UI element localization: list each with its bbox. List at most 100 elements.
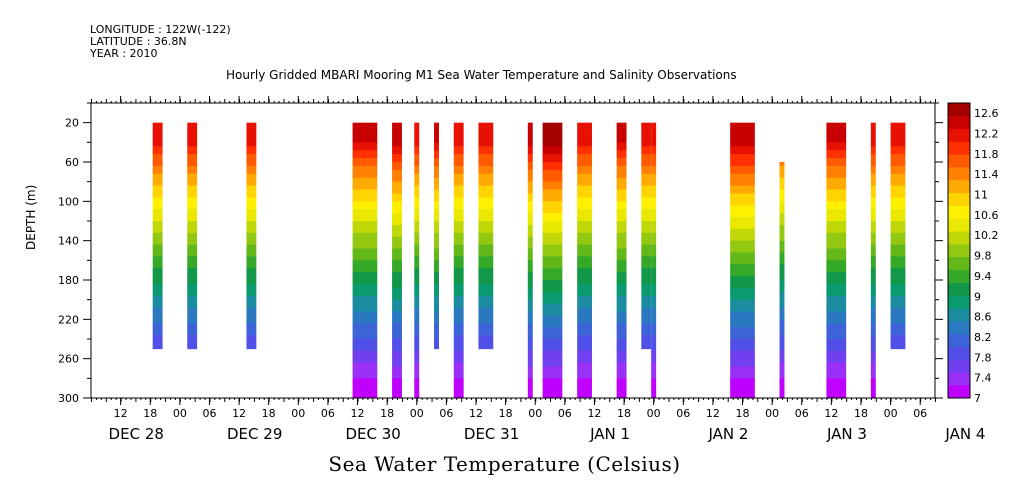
temperature-cell [641,236,652,241]
temperature-cell [246,150,257,155]
temperature-cell [826,185,847,190]
x-tick-label: 06 [676,407,690,420]
temperature-cell [641,122,652,127]
temperature-cell [542,299,563,304]
temperature-cell [527,382,533,387]
temperature-cell [453,335,464,340]
temperature-cell [152,307,163,312]
temperature-cell [542,358,563,363]
temperature-cell [453,260,464,265]
temperature-cell [478,280,494,285]
temperature-cell [453,213,464,218]
temperature-cell [527,264,533,269]
temperature-cell [152,213,163,218]
temperature-cell [246,303,257,308]
temperature-cell [478,319,494,324]
temperature-cell [577,264,592,269]
temperature-cell [527,319,533,324]
temperature-cell [651,268,657,273]
temperature-cell [641,299,652,304]
temperature-cell [352,130,378,135]
temperature-cell [478,260,494,265]
temperature-cell [414,232,420,238]
temperature-cell [616,354,627,359]
temperature-cell [616,358,627,363]
temperature-cell [414,350,420,356]
temperature-cell [527,193,533,198]
temperature-cell [730,162,755,167]
x-day-label: JAN 1 [589,425,630,443]
temperature-cell [542,209,563,214]
temperature-cell [826,260,847,265]
temperature-cell [478,307,494,312]
temperature-cell [246,335,257,340]
temperature-cell [478,138,494,143]
temperature-cell [392,197,402,202]
temperature-cell [187,126,198,131]
temperature-cell [779,209,785,214]
temperature-cell [890,173,906,179]
temperature-cell [152,181,163,186]
temperature-cell [392,150,402,155]
temperature-cell [246,122,257,127]
temperature-cell [246,248,257,253]
temperature-cell [870,201,876,206]
data-column [152,122,163,350]
temperature-cell [641,342,652,348]
temperature-cell [152,221,163,226]
temperature-cell [616,350,627,356]
temperature-cell [651,370,657,375]
temperature-cell [870,189,876,194]
temperature-cell [616,260,627,265]
temperature-cell [730,209,755,214]
temperature-cell [246,323,257,328]
temperature-cell [542,244,563,249]
temperature-cell [414,138,420,143]
temperature-cell [616,374,627,379]
temperature-cell [414,370,420,375]
temperature-cell [352,173,378,179]
temperature-cell [478,134,494,139]
temperature-cell [826,169,847,175]
temperature-cell [542,232,563,238]
x-tick-label: 06 [202,407,216,420]
temperature-cell [779,260,785,265]
colorbar-swatch [948,359,970,373]
temperature-cell [651,134,657,139]
temperature-cell [152,276,163,281]
temperature-cell [577,158,592,163]
temperature-cell [392,307,402,312]
temperature-cell [542,295,563,300]
temperature-cell [730,354,755,359]
temperature-cell [352,252,378,257]
temperature-cell [641,307,652,312]
temperature-cell [616,366,627,371]
temperature-cell [577,362,592,367]
temperature-cell [730,386,755,391]
temperature-cell [826,339,847,344]
temperature-cell [246,327,257,332]
temperature-cell [392,224,402,230]
temperature-cell [352,240,378,245]
temperature-cell [352,378,378,383]
temperature-cell [187,213,198,218]
temperature-cell [527,299,533,304]
temperature-cell [527,362,533,367]
temperature-cell [890,162,906,167]
temperature-cell [870,138,876,143]
temperature-cell [392,240,402,245]
x-tick-label: 06 [439,407,453,420]
temperature-cell [527,390,533,395]
temperature-cell [616,299,627,304]
temperature-cell [414,327,420,332]
temperature-cell [352,201,378,206]
temperature-cell [414,181,420,186]
temperature-cell [542,264,563,269]
temperature-cell [392,366,402,371]
temperature-cell [779,311,785,316]
temperature-cell [414,272,420,277]
data-column [890,122,906,350]
temperature-cell [870,311,876,316]
temperature-cell [542,189,563,194]
